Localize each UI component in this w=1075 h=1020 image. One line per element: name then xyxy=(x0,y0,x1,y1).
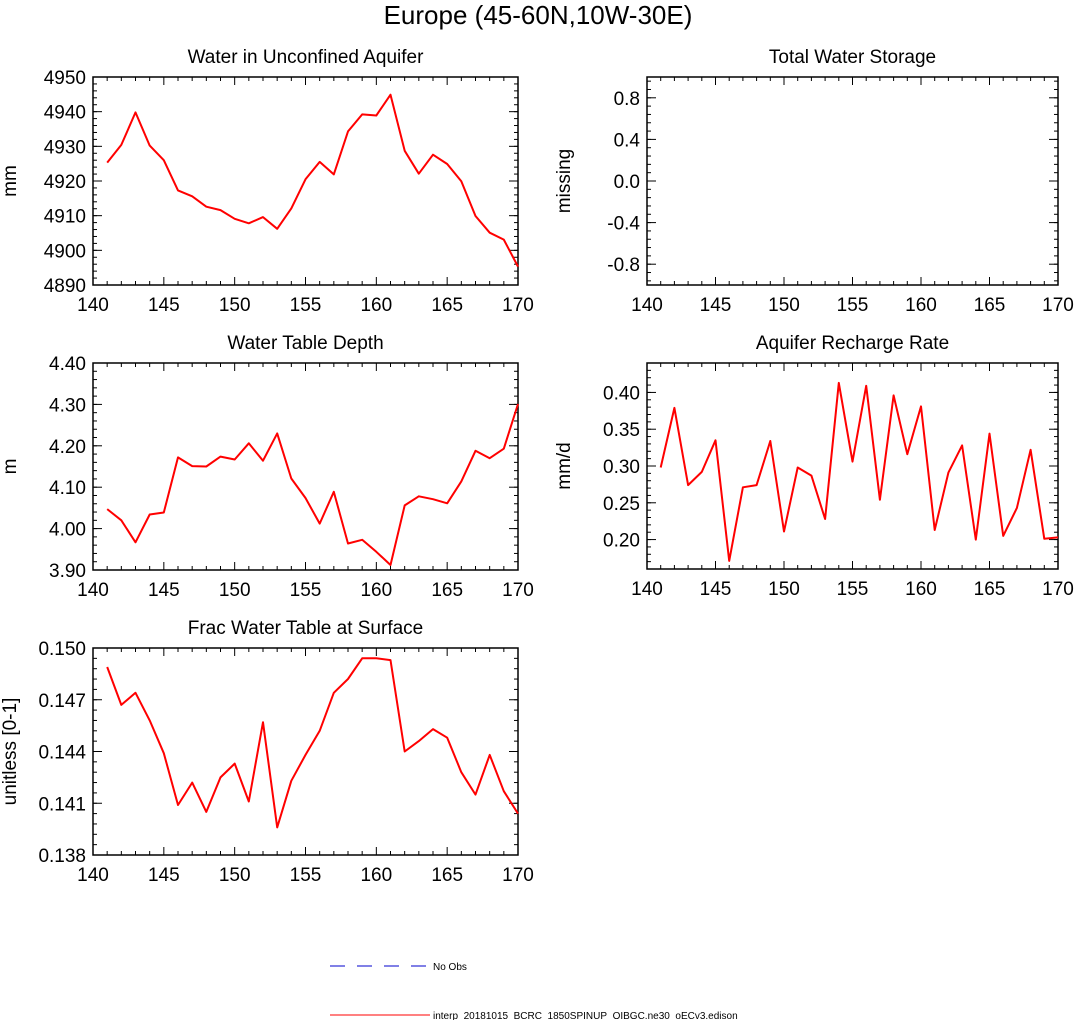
series-line xyxy=(106,93,519,268)
y-tick-label: 0.141 xyxy=(38,794,86,815)
x-tick-label: 165 xyxy=(431,865,463,886)
panel-title: Frac Water Table at Surface xyxy=(188,618,424,639)
y-tick-label: 4950 xyxy=(44,68,86,89)
x-tick-label: 170 xyxy=(502,865,534,886)
panel-title: Water in Unconfined Aquifer xyxy=(188,47,425,68)
y-tick-label: 0.0 xyxy=(614,172,640,193)
x-tick-label: 155 xyxy=(290,580,322,601)
x-tick-label: 145 xyxy=(700,295,732,316)
y-tick-label: 0.8 xyxy=(614,89,640,110)
y-tick-label: 0.147 xyxy=(38,691,86,712)
legend: No Obs interp_20181015_BCRC_1850SPINUP_O… xyxy=(330,962,738,1020)
x-tick-label: 170 xyxy=(502,295,534,316)
y-tick-label: 4.40 xyxy=(49,354,86,375)
x-tick-label: 140 xyxy=(631,295,663,316)
plot-frame xyxy=(92,362,519,571)
y-tick-label: 4920 xyxy=(44,172,86,193)
x-tick-label: 155 xyxy=(837,295,869,316)
y-tick-label: 0.35 xyxy=(603,420,640,441)
panel-wtd: Water Table Depth 140 145 150 155 160 165 170 4.… xyxy=(0,333,534,601)
panel-title: Total Water Storage xyxy=(769,47,936,68)
y-tick-label: 0.150 xyxy=(38,639,86,660)
y-tick-label: 4.30 xyxy=(49,395,86,416)
x-tick-label: 165 xyxy=(974,579,1006,600)
x-tick-label: 145 xyxy=(148,580,180,601)
panels: Water in Unconfined Aquifer 140 145 150 155 1… xyxy=(0,47,1074,886)
x-tick-label: 150 xyxy=(219,295,251,316)
y-tick-label: 4.00 xyxy=(49,520,86,541)
x-tick-label: 145 xyxy=(700,579,732,600)
plot-frame xyxy=(646,362,1059,570)
y-tick-label: 0.20 xyxy=(603,531,640,552)
series-line xyxy=(659,381,1059,562)
x-tick-label: 150 xyxy=(768,579,800,600)
x-tick-label: 140 xyxy=(631,579,663,600)
x-tick-label: 150 xyxy=(219,580,251,601)
y-tick-label: -0.4 xyxy=(607,214,640,235)
x-tick-label: 140 xyxy=(77,295,109,316)
y-tick-label: 0.40 xyxy=(603,383,640,404)
x-tick-label: 160 xyxy=(360,295,392,316)
x-tick-label: 145 xyxy=(148,865,180,886)
panel-title: Aquifer Recharge Rate xyxy=(756,333,949,354)
y-axis-label: m xyxy=(0,459,21,475)
y-tick-label: 0.144 xyxy=(38,743,86,764)
x-tick-label: 170 xyxy=(1042,295,1074,316)
x-tick-label: 155 xyxy=(290,865,322,886)
panel-unconfined: Water in Unconfined Aquifer 140 145 150 155 1… xyxy=(0,47,534,316)
y-tick-label: 4940 xyxy=(44,103,86,124)
x-tick-label: 165 xyxy=(431,580,463,601)
x-tick-label: 160 xyxy=(905,579,937,600)
x-tick-label: 140 xyxy=(77,865,109,886)
x-tick-label: 170 xyxy=(502,580,534,601)
y-axis-label: missing xyxy=(554,149,575,213)
x-tick-label: 150 xyxy=(219,865,251,886)
x-tick-label: 140 xyxy=(77,580,109,601)
y-tick-label: 0.25 xyxy=(603,494,640,515)
x-tick-label: 145 xyxy=(148,295,180,316)
x-tick-label: 155 xyxy=(837,579,869,600)
y-tick-label: 4930 xyxy=(44,137,86,158)
panel-tws: Total Water Storage 140 145 150 155 160 165 170… xyxy=(554,47,1074,316)
y-tick-label: 0.138 xyxy=(38,846,86,867)
y-axis-label: mm/d xyxy=(554,442,575,490)
x-tick-label: 165 xyxy=(974,295,1006,316)
x-tick-label: 160 xyxy=(360,580,392,601)
panel-title: Water Table Depth xyxy=(227,333,383,354)
y-tick-label: 3.90 xyxy=(49,561,86,582)
plot-frame xyxy=(92,647,519,856)
x-tick-label: 155 xyxy=(290,295,322,316)
series-line xyxy=(106,403,519,566)
x-tick-label: 170 xyxy=(1042,579,1074,600)
x-tick-label: 160 xyxy=(360,865,392,886)
plot-frame xyxy=(646,76,1059,286)
y-tick-label: 4.20 xyxy=(49,437,86,458)
y-tick-label: 0.4 xyxy=(614,130,641,151)
y-tick-label: 4.10 xyxy=(49,478,86,499)
legend-label-obs: No Obs xyxy=(433,962,467,973)
y-tick-label: 4910 xyxy=(44,207,86,228)
y-tick-label: 4900 xyxy=(44,241,86,262)
y-axis-label: unitless [0-1] xyxy=(0,698,21,806)
y-tick-label: 4890 xyxy=(44,276,86,297)
legend-label-model: interp_20181015_BCRC_1850SPINUP_OIBGC.ne… xyxy=(433,1011,738,1020)
x-tick-label: 165 xyxy=(431,295,463,316)
x-tick-label: 160 xyxy=(905,295,937,316)
y-axis-label: mm xyxy=(0,165,21,197)
panel-fwts: Frac Water Table at Surface 140 145 150 155 1… xyxy=(0,618,534,886)
figure-title: Europe (45-60N,10W-30E) xyxy=(384,0,693,30)
y-tick-label: -0.8 xyxy=(607,255,640,276)
panel-recharge: Aquifer Recharge Rate 140 145 150 155 160 165 1… xyxy=(554,333,1074,600)
x-tick-label: 150 xyxy=(768,295,800,316)
series-line xyxy=(106,657,519,829)
y-tick-label: 0.30 xyxy=(603,457,640,478)
